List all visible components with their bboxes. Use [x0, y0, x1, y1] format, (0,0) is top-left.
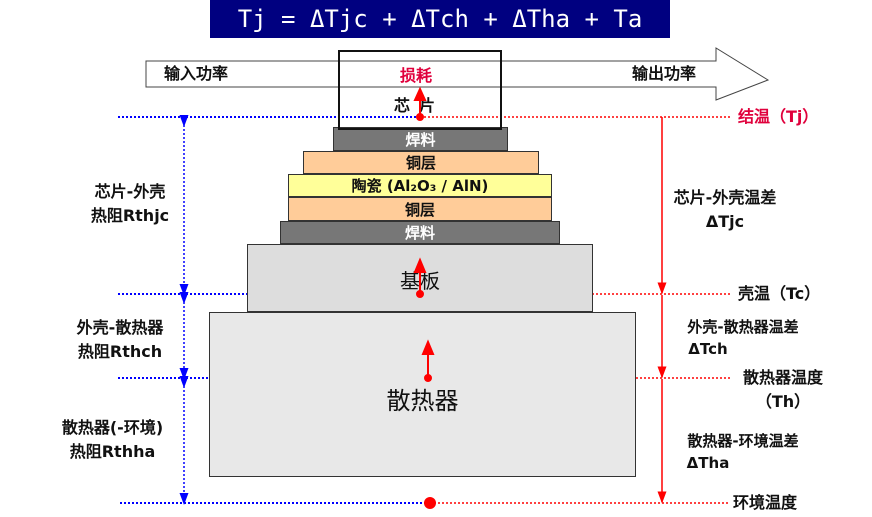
solder-layer-top: 焊料	[333, 127, 508, 151]
output-power-label: 输出功率	[632, 64, 697, 83]
delta-tha-label: 散热器-环境温差 ΔTha	[686, 432, 799, 472]
ta-label: 环境温度	[733, 493, 798, 512]
delta-tch-label: 外壳-散热器温差 ΔTch	[687, 318, 799, 358]
tc-label: 壳温（Tc）	[738, 284, 821, 303]
rthha-label: 散热器(-环境) 热阻Rthha	[61, 418, 164, 461]
copper-layer-bottom: 铜层	[288, 197, 552, 221]
delta-tjc-label: 芯片-外壳温差 ΔTjc	[673, 188, 777, 231]
chip-box	[338, 50, 502, 130]
input-power-label: 输入功率	[164, 64, 229, 83]
ceramic-layer: 陶瓷 (Al₂O₃ / AlN)	[288, 174, 552, 197]
rthch-label: 外壳-散热器 热阻Rthch	[76, 318, 164, 361]
loss-label: 损耗	[400, 66, 433, 85]
tj-label: 结温（Tj）	[738, 107, 819, 126]
solder-layer-bottom: 焊料	[280, 221, 560, 244]
temperature-lines	[420, 116, 730, 504]
heatsink-label: 散热器	[386, 387, 459, 415]
heatsink-layer: 散热器	[209, 312, 636, 477]
th-label: 散热器温度 （Th）	[742, 368, 823, 411]
formula-title: Tj = ΔTjc + ΔTch + ΔTha + Ta	[210, 0, 670, 38]
rthjc-label: 芯片-外壳 热阻Rthjc	[90, 182, 170, 225]
power-flow-arrow	[145, 47, 770, 101]
copper-layer-top: 铜层	[303, 151, 539, 174]
